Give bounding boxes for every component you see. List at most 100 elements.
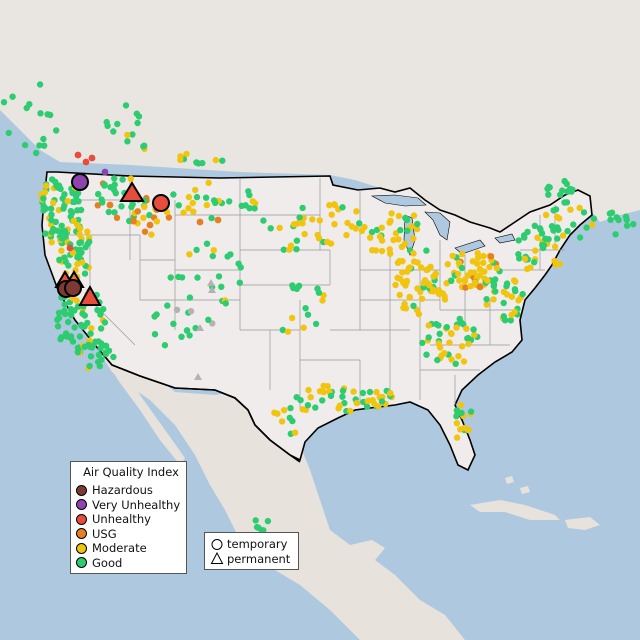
sensor-dot[interactable] (531, 222, 538, 229)
sensor-dot[interactable] (113, 214, 121, 221)
sensor-dot[interactable] (344, 219, 351, 227)
sensor-dot[interactable] (430, 273, 437, 280)
sensor-unhealthy-large[interactable] (152, 194, 170, 212)
sensor-dot[interactable] (612, 231, 619, 238)
sensor-dot[interactable] (373, 388, 380, 396)
sensor-dot[interactable] (77, 239, 85, 246)
sensor-dot[interactable] (434, 356, 441, 364)
sensor-dot[interactable] (590, 215, 598, 222)
sensor-dot[interactable] (481, 268, 488, 275)
sensor-dot[interactable] (186, 251, 193, 258)
sensor-dot[interactable] (36, 142, 43, 149)
sensor-dot[interactable] (433, 320, 440, 328)
sensor-dot[interactable] (378, 237, 386, 244)
sensor-dot[interactable] (315, 235, 323, 242)
sensor-dot[interactable] (189, 199, 196, 207)
sensor-dot[interactable] (474, 260, 481, 267)
sensor-dot[interactable] (410, 302, 417, 309)
sensor-dot[interactable] (187, 308, 195, 315)
sensor-dot[interactable] (436, 330, 443, 337)
sensor-dot[interactable] (457, 426, 464, 433)
sensor-dot[interactable] (134, 208, 141, 215)
sensor-dot[interactable] (339, 204, 346, 211)
sensor-dot[interactable] (508, 293, 516, 300)
sensor-dot[interactable] (490, 281, 498, 288)
sensor-dot[interactable] (453, 324, 460, 331)
sensor-dot[interactable] (279, 326, 286, 334)
sensor-dot[interactable] (48, 216, 55, 224)
sensor-dot[interactable] (249, 198, 256, 205)
sensor-dot[interactable] (402, 305, 410, 312)
sensor-hazardous-large-2[interactable] (64, 279, 82, 297)
sensor-dot[interactable] (398, 243, 406, 250)
sensor-dot[interactable] (372, 247, 380, 254)
sensor-dot[interactable] (471, 269, 478, 276)
sensor-dot[interactable] (613, 214, 620, 221)
sensor-dot[interactable] (453, 413, 460, 420)
sensor-dot[interactable] (94, 306, 101, 314)
sensor-dot[interactable] (280, 407, 288, 414)
sensor-triangle[interactable] (208, 286, 216, 293)
sensor-dot[interactable] (167, 274, 174, 281)
sensor-dot[interactable] (173, 306, 181, 313)
sensor-dot[interactable] (356, 220, 363, 227)
sensor-dot[interactable] (36, 81, 44, 88)
sensor-dot[interactable] (474, 250, 481, 257)
sensor-dot[interactable] (320, 388, 327, 396)
sensor-dot[interactable] (521, 255, 529, 263)
sensor-dot[interactable] (41, 142, 48, 149)
sensor-dot[interactable] (515, 251, 522, 258)
sensor-dot[interactable] (130, 218, 137, 225)
sensor-dot[interactable] (395, 236, 402, 243)
sensor-dot[interactable] (387, 217, 394, 225)
sensor-dot[interactable] (289, 417, 296, 425)
sensor-dot[interactable] (500, 299, 507, 307)
sensor-dot[interactable] (335, 405, 342, 412)
sensor-dot[interactable] (304, 311, 312, 318)
sensor-dot[interactable] (55, 309, 63, 316)
sensor-dot[interactable] (388, 210, 395, 217)
sensor-dot[interactable] (296, 214, 303, 221)
sensor-dot[interactable] (219, 157, 226, 164)
sensor-dot[interactable] (9, 93, 16, 100)
sensor-dot[interactable] (483, 296, 490, 303)
sensor-dot[interactable] (493, 264, 501, 272)
sensor-dot[interactable] (378, 247, 386, 255)
sensor-dot[interactable] (177, 156, 184, 164)
sensor-dot[interactable] (140, 143, 147, 150)
sensor-dot[interactable] (110, 128, 117, 135)
sensor-dot[interactable] (65, 318, 72, 326)
sensor-dot[interactable] (95, 358, 102, 366)
sensor-dot[interactable] (101, 168, 109, 176)
sensor-dot[interactable] (74, 207, 81, 214)
sensor-dot[interactable] (58, 247, 65, 254)
sensor-dot[interactable] (316, 217, 323, 224)
sensor-dot[interactable] (339, 387, 347, 394)
sensor-dot[interactable] (140, 214, 147, 221)
sensor-dot[interactable] (542, 235, 549, 242)
sensor-dot[interactable] (48, 176, 56, 183)
sensor-dot[interactable] (276, 224, 283, 232)
sensor-dot[interactable] (205, 316, 212, 323)
sensor-permanent-unhealthy-large-3[interactable] (78, 284, 102, 306)
sensor-dot[interactable] (307, 394, 314, 401)
sensor-dot[interactable] (71, 324, 78, 331)
sensor-dot[interactable] (414, 220, 421, 228)
sensor-dot[interactable] (361, 223, 368, 231)
sensor-dot[interactable] (548, 223, 556, 230)
sensor-dot[interactable] (205, 179, 212, 186)
sensor-dot[interactable] (57, 336, 64, 343)
sensor-dot[interactable] (425, 334, 432, 341)
sensor-dot[interactable] (563, 199, 571, 206)
sensor-dot[interactable] (521, 234, 528, 241)
sensor-dot[interactable] (568, 188, 575, 195)
sensor-dot[interactable] (58, 222, 65, 229)
sensor-dot[interactable] (452, 360, 459, 367)
sensor-dot[interactable] (524, 265, 531, 273)
sensor-dot[interactable] (474, 254, 482, 261)
sensor-dot[interactable] (55, 314, 63, 322)
sensor-dot[interactable] (101, 182, 108, 189)
sensor-dot[interactable] (350, 388, 357, 395)
sensor-dot[interactable] (288, 314, 296, 322)
sensor-dot[interactable] (151, 331, 159, 338)
